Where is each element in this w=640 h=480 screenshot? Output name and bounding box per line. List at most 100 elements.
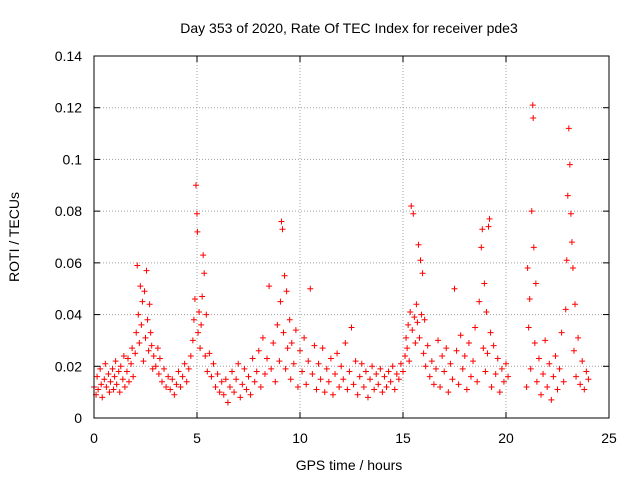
data-point — [98, 381, 105, 388]
data-point — [445, 389, 452, 396]
data-point — [137, 283, 144, 290]
data-point — [409, 327, 416, 334]
data-point — [465, 340, 472, 347]
plot-frame — [93, 55, 610, 419]
data-point — [132, 350, 139, 357]
data-point — [239, 381, 246, 388]
data-point — [257, 383, 264, 390]
data-point — [417, 257, 424, 264]
data-point — [161, 365, 168, 372]
data-point — [255, 347, 262, 354]
data-point — [106, 389, 113, 396]
data-point — [455, 381, 462, 388]
data-point — [173, 381, 180, 388]
data-point — [472, 324, 479, 331]
data-point — [229, 368, 236, 375]
data-point — [149, 365, 156, 372]
data-point — [562, 306, 569, 313]
data-point — [130, 373, 137, 380]
data-point — [369, 363, 376, 370]
y-tick-label: 0.02 — [55, 358, 82, 374]
data-point — [133, 329, 140, 336]
data-point — [346, 368, 353, 375]
data-point — [585, 376, 592, 383]
data-point — [566, 161, 573, 168]
data-point — [305, 358, 312, 365]
data-point — [277, 298, 284, 305]
data-point — [278, 218, 285, 225]
chart-title: Day 353 of 2020, Rate Of TEC Index for r… — [180, 20, 518, 36]
data-point — [548, 396, 555, 403]
data-point — [567, 210, 574, 217]
data-point — [268, 365, 275, 372]
x-tick-label: 15 — [395, 430, 411, 446]
data-point — [141, 288, 148, 295]
data-point — [583, 368, 590, 375]
data-point — [169, 376, 176, 383]
data-point — [235, 360, 242, 367]
data-point — [175, 368, 182, 375]
data-point — [447, 360, 454, 367]
data-point — [408, 202, 415, 209]
x-tick-label: 10 — [292, 430, 308, 446]
data-point — [294, 383, 301, 390]
data-point — [348, 324, 355, 331]
data-point — [565, 125, 572, 132]
data-point — [266, 283, 273, 290]
data-point — [364, 394, 371, 401]
data-point — [556, 365, 563, 372]
data-point — [569, 265, 576, 272]
data-point — [403, 334, 410, 341]
data-point — [568, 239, 575, 246]
y-tick-label: 0.14 — [55, 48, 82, 64]
data-point — [179, 373, 186, 380]
y-tick-label: 0.04 — [55, 307, 82, 323]
data-point — [418, 311, 425, 318]
data-point — [377, 365, 384, 372]
data-point — [139, 298, 146, 305]
data-point — [523, 383, 530, 390]
data-point — [564, 192, 571, 199]
data-point — [334, 350, 341, 357]
data-point — [332, 371, 339, 378]
data-point — [144, 316, 151, 323]
data-point — [385, 368, 392, 375]
data-point — [99, 394, 106, 401]
y-tick-label: 0 — [74, 410, 82, 426]
data-point — [226, 383, 233, 390]
data-point — [503, 360, 509, 367]
data-point — [336, 383, 343, 390]
data-point — [342, 340, 349, 347]
data-point — [344, 386, 351, 393]
data-point — [414, 319, 421, 326]
data-point — [393, 371, 400, 378]
data-point — [405, 321, 412, 328]
data-point — [463, 386, 470, 393]
data-point — [407, 308, 414, 315]
data-point — [155, 371, 162, 378]
data-point — [457, 332, 464, 339]
data-point — [579, 358, 586, 365]
data-point — [103, 383, 110, 390]
data-point — [476, 298, 483, 305]
data-point — [395, 376, 402, 383]
data-point — [147, 329, 154, 336]
data-point — [435, 337, 442, 344]
data-point — [577, 381, 584, 388]
data-point — [379, 389, 386, 396]
data-point — [437, 383, 444, 390]
data-point — [189, 337, 196, 344]
data-point — [480, 345, 487, 352]
x-tick-label: 25 — [601, 430, 617, 446]
data-point — [249, 355, 256, 362]
data-point — [354, 391, 361, 398]
data-point — [525, 324, 532, 331]
data-point — [432, 365, 439, 372]
data-point — [400, 368, 406, 375]
axis-ticks — [93, 55, 610, 419]
data-point — [542, 337, 549, 344]
data-point — [467, 373, 474, 380]
data-point — [152, 363, 159, 370]
data-point — [430, 381, 437, 388]
data-point — [158, 378, 165, 385]
